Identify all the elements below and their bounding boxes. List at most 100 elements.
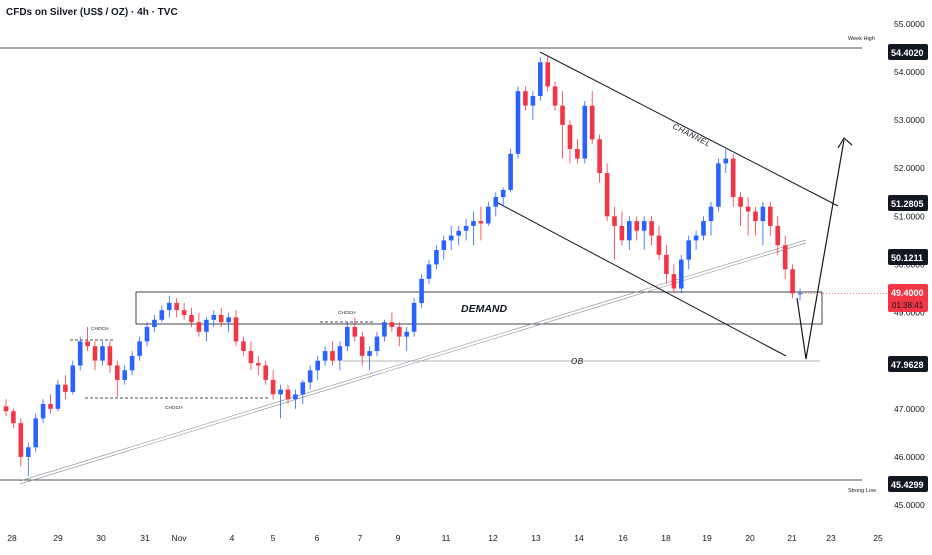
candle[interactable] xyxy=(411,298,417,337)
candle[interactable] xyxy=(322,346,328,366)
candle[interactable] xyxy=(782,235,788,279)
candle[interactable] xyxy=(337,341,343,371)
candle[interactable] xyxy=(18,418,24,467)
candle[interactable] xyxy=(26,442,31,477)
candle[interactable] xyxy=(48,394,53,414)
candle[interactable] xyxy=(493,192,499,217)
candle[interactable] xyxy=(471,211,476,246)
candle[interactable] xyxy=(634,216,639,241)
candle[interactable] xyxy=(330,341,335,366)
candle[interactable] xyxy=(775,216,780,255)
candle[interactable] xyxy=(300,379,306,404)
candle[interactable] xyxy=(404,327,409,352)
candle[interactable] xyxy=(248,341,254,371)
candle[interactable] xyxy=(523,86,528,111)
candle[interactable] xyxy=(92,341,98,371)
candle[interactable] xyxy=(575,139,580,164)
projection-path[interactable] xyxy=(796,139,845,360)
candle[interactable] xyxy=(389,312,395,332)
candle[interactable] xyxy=(204,317,209,342)
candle[interactable] xyxy=(448,225,454,250)
candle[interactable] xyxy=(508,149,513,193)
candle[interactable] xyxy=(256,355,261,376)
demand-zone[interactable] xyxy=(135,291,823,325)
candle[interactable] xyxy=(241,336,246,356)
candle[interactable] xyxy=(745,197,751,236)
candle[interactable] xyxy=(552,81,558,111)
candle[interactable] xyxy=(181,302,187,320)
candle[interactable] xyxy=(419,274,424,308)
candle[interactable] xyxy=(174,298,179,318)
candle[interactable] xyxy=(374,331,380,356)
candle[interactable] xyxy=(545,55,550,92)
candle[interactable] xyxy=(582,100,588,164)
candle[interactable] xyxy=(434,245,439,270)
candle[interactable] xyxy=(567,120,573,164)
candle[interactable] xyxy=(115,360,120,397)
candle[interactable] xyxy=(345,322,350,352)
candle[interactable] xyxy=(367,346,372,371)
candle[interactable] xyxy=(538,57,543,101)
candle[interactable] xyxy=(85,327,90,352)
candle[interactable] xyxy=(641,216,647,250)
candle[interactable] xyxy=(63,375,68,400)
candle[interactable] xyxy=(129,351,135,376)
candle[interactable] xyxy=(211,310,217,327)
candle[interactable] xyxy=(560,91,565,159)
candle[interactable] xyxy=(500,187,506,207)
candle[interactable] xyxy=(107,341,113,373)
candle[interactable] xyxy=(70,360,76,395)
candle[interactable] xyxy=(768,201,773,236)
candle[interactable] xyxy=(55,379,61,412)
candle[interactable] xyxy=(441,235,447,260)
candle[interactable] xyxy=(478,206,484,241)
candle[interactable] xyxy=(352,317,358,342)
candle[interactable] xyxy=(233,310,239,347)
candle[interactable] xyxy=(293,389,298,409)
time-axis[interactable]: 28 29 30 31 Nov 4 5 6 7 9 11 12 13 14 16 18 19 20 21 23 25 xyxy=(7,533,883,543)
candle[interactable] xyxy=(159,305,165,323)
candle[interactable] xyxy=(226,312,231,332)
channel-upper-line[interactable] xyxy=(539,51,839,207)
candle[interactable] xyxy=(307,365,313,390)
candle[interactable] xyxy=(167,295,172,318)
candle[interactable] xyxy=(515,86,521,159)
candle[interactable] xyxy=(285,384,291,404)
candle[interactable] xyxy=(530,91,536,121)
candle[interactable] xyxy=(33,413,38,453)
candle[interactable] xyxy=(790,264,795,299)
candle[interactable] xyxy=(797,288,803,301)
candle[interactable] xyxy=(589,91,595,145)
price-tag-channel-top[interactable]: 51.2805 xyxy=(888,195,928,211)
candle[interactable] xyxy=(486,201,491,226)
candle[interactable] xyxy=(716,158,721,212)
candle[interactable] xyxy=(619,211,625,246)
candle[interactable] xyxy=(11,408,16,428)
price-tag-strong-low[interactable]: 45.4299 xyxy=(888,476,928,492)
candle[interactable] xyxy=(189,307,194,327)
candle[interactable] xyxy=(263,360,268,385)
candle[interactable] xyxy=(730,153,736,207)
candle[interactable] xyxy=(456,225,461,246)
channel-lower-line[interactable] xyxy=(497,202,787,357)
price-tag-mid-level[interactable]: 50.1211 xyxy=(888,249,928,265)
candle[interactable] xyxy=(152,315,157,332)
candle[interactable] xyxy=(649,216,654,246)
candle[interactable] xyxy=(137,336,142,361)
candle[interactable] xyxy=(723,149,729,173)
candle[interactable] xyxy=(122,365,127,385)
candle[interactable] xyxy=(693,230,699,250)
candle[interactable] xyxy=(100,341,105,366)
candle[interactable] xyxy=(597,134,602,183)
candle[interactable] xyxy=(627,216,632,250)
candle[interactable] xyxy=(382,319,387,342)
candle[interactable] xyxy=(738,192,743,226)
candle[interactable] xyxy=(604,163,610,222)
candle[interactable] xyxy=(760,201,766,246)
candle[interactable] xyxy=(463,218,469,241)
candle[interactable] xyxy=(679,254,684,294)
candle[interactable] xyxy=(671,264,677,294)
candle[interactable] xyxy=(426,259,432,284)
